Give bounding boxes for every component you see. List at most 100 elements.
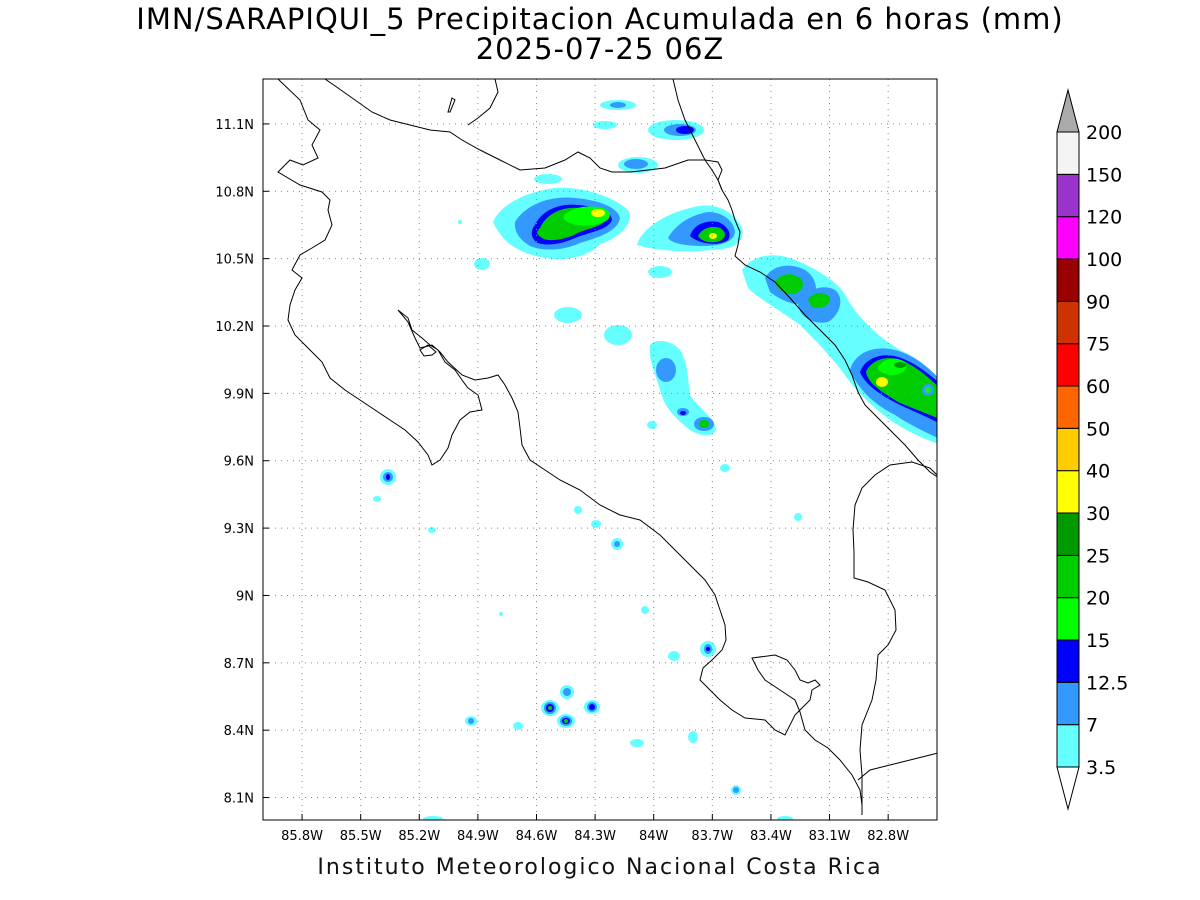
lon-tick-label: 85.5W — [340, 829, 382, 844]
precip-cell — [564, 719, 568, 723]
footer-credit: Instituto Meteorologico Nacional Costa R… — [317, 855, 883, 880]
colorbar-swatch — [1056, 258, 1080, 302]
lat-tick-label: 8.1N — [224, 792, 254, 807]
colorbar-under-arrow — [1056, 766, 1080, 811]
precip-cell — [777, 816, 793, 820]
precip-cell — [610, 102, 626, 108]
colorbar-level-label: 7 — [1086, 715, 1098, 737]
colorbar-over-arrow — [1056, 88, 1080, 133]
lon-tick-label: 84W — [639, 829, 669, 844]
gridlines — [263, 79, 937, 820]
colorbar-swatch — [1056, 724, 1080, 768]
coastlines-borders — [277, 79, 937, 815]
precip-cell — [648, 266, 672, 278]
precip-cell — [458, 220, 462, 224]
colorbar-level-label: 40 — [1086, 461, 1110, 483]
lon-tick-label: 85.2W — [398, 829, 440, 844]
lon-tick-label: 84.6W — [516, 829, 558, 844]
precip-cell — [808, 292, 830, 308]
precip-cell — [733, 787, 739, 793]
nicaragua-border — [324, 79, 723, 191]
precip-cell — [554, 307, 582, 323]
precip-cell — [593, 121, 617, 129]
colorbar-level-label: 75 — [1086, 334, 1110, 356]
axis-ticks: 11.1N 10.8N 10.5N 10.2N 9.9N 9.6N 9.3N 9N 8.7N 8.… — [215, 118, 909, 844]
precip-cell — [894, 362, 906, 368]
lon-tick-label: 84.9W — [457, 829, 499, 844]
nicaragua-coast — [467, 79, 499, 126]
panama-coast — [857, 752, 937, 781]
precip-cell — [624, 159, 648, 169]
colorbar-level-label: 100 — [1086, 249, 1122, 271]
lon-tick-label: 83.1W — [809, 829, 851, 844]
colorbar-swatch — [1056, 343, 1080, 387]
island — [447, 97, 456, 113]
lon-tick-label: 82.8W — [867, 829, 909, 844]
colorbar-level-label: 20 — [1086, 588, 1110, 610]
colorbar-swatch — [1056, 512, 1080, 556]
precip-cell — [720, 464, 730, 472]
precip-cell — [925, 387, 931, 393]
map-frame — [262, 78, 938, 821]
precip-cell — [604, 325, 632, 345]
precip-cell — [513, 722, 523, 730]
precip-cell — [699, 420, 709, 428]
colorbar: 3.5 7 12.5 15 20 25 30 40 50 60 75 90 100 120 150 200 — [1056, 88, 1128, 811]
lon-tick-label: 84.3W — [574, 829, 616, 844]
panama-border — [852, 461, 937, 815]
precip-cell — [468, 718, 474, 724]
colorbar-swatch — [1056, 470, 1080, 514]
lat-tick-label: 8.7N — [224, 657, 254, 672]
colorbar-level-label: 25 — [1086, 545, 1110, 567]
lat-tick-label: 9.3N — [224, 522, 254, 537]
precip-cell — [563, 688, 571, 696]
precip-cell — [668, 651, 680, 661]
precip-cell — [474, 258, 490, 270]
precip-cell — [534, 174, 562, 184]
colorbar-level-label: 150 — [1086, 164, 1122, 186]
precip-cell — [656, 358, 676, 382]
colorbar-level-label: 12.5 — [1086, 672, 1128, 694]
colorbar-swatch — [1056, 131, 1080, 175]
precip-cell — [706, 647, 710, 651]
precip-cell — [614, 541, 620, 547]
precip-cell — [641, 606, 649, 614]
precip-cell — [794, 513, 802, 521]
caribbean-coast — [672, 79, 937, 478]
lat-tick-label: 9N — [236, 589, 254, 604]
precip-cell — [574, 506, 582, 514]
lat-tick-label: 8.4N — [224, 724, 254, 739]
precip-cell — [630, 739, 644, 747]
colorbar-swatch — [1056, 639, 1080, 683]
map-valid-time: 2025-07-25 06Z — [475, 32, 725, 66]
lat-tick-label: 9.6N — [224, 455, 254, 470]
colorbar-swatch — [1056, 173, 1080, 218]
precip-cell — [591, 520, 601, 528]
lat-tick-label: 9.9N — [224, 387, 254, 402]
lat-tick-label: 10.2N — [215, 320, 254, 335]
colorbar-level-label: 15 — [1086, 630, 1110, 652]
colorbar-swatch — [1056, 385, 1080, 429]
precip-cell — [680, 411, 686, 415]
precip-cell — [591, 209, 605, 217]
colorbar-swatch — [1056, 427, 1080, 472]
colorbar-swatch — [1056, 554, 1080, 599]
lat-tick-label: 10.8N — [215, 185, 254, 200]
precip-cell — [386, 474, 390, 480]
colorbar-level-label: 50 — [1086, 418, 1110, 440]
precip-cell — [548, 706, 552, 710]
precip-cell — [876, 377, 888, 387]
colorbar-level-label: 60 — [1086, 376, 1110, 398]
lon-tick-label: 85.8W — [281, 829, 323, 844]
precip-cell — [688, 731, 698, 743]
colorbar-level-label: 200 — [1086, 122, 1122, 144]
map-title: IMN/SARAPIQUI_5 Precipitacion Acumulada … — [136, 2, 1064, 36]
precip-cell — [423, 816, 443, 820]
colorbar-swatch — [1056, 681, 1080, 726]
precip-cell — [589, 704, 595, 710]
colorbar-level-label: 120 — [1086, 207, 1122, 229]
lat-tick-label: 10.5N — [215, 253, 254, 268]
precipitation-field — [373, 100, 937, 820]
precip-cell — [647, 421, 657, 429]
